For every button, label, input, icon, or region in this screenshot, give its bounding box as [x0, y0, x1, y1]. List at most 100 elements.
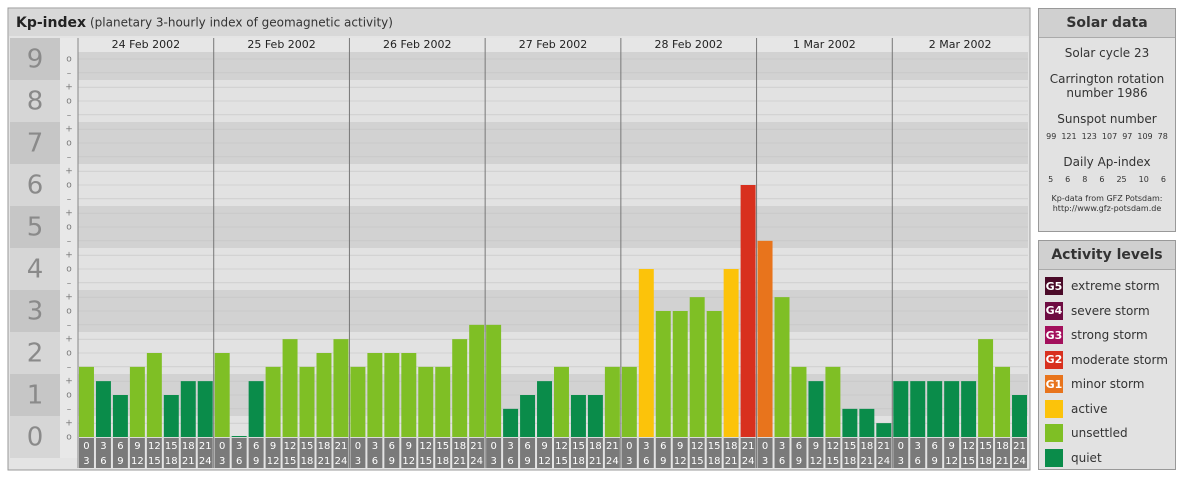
bar [503, 408, 519, 437]
bar [978, 339, 994, 437]
hour-box [978, 438, 994, 468]
hour-label: 15 [979, 441, 992, 452]
level-swatch: G4 [1045, 301, 1063, 320]
bar [876, 423, 892, 437]
hour-label: 3 [915, 441, 921, 452]
bar [927, 381, 943, 437]
day-header [620, 38, 757, 52]
bar [842, 408, 858, 437]
bar [757, 240, 773, 437]
hour-label: 12 [827, 441, 840, 452]
label-band [10, 332, 60, 374]
activity-panel: Activity levels G5 extreme storm G4 severe … [1038, 240, 1176, 470]
hour-label: 6 [236, 456, 242, 467]
bar [537, 381, 552, 437]
hour-label: 0 [898, 441, 904, 452]
minor-tick-label: o [66, 139, 72, 149]
level-row: G3 strong storm [1039, 323, 1175, 348]
bar [604, 366, 620, 437]
hour-label: 18 [453, 441, 466, 452]
hour-label: 12 [674, 456, 687, 467]
hour-label: 0 [83, 441, 89, 452]
y-tick-label: 1 [27, 381, 44, 411]
level-label: severe storm [1071, 303, 1150, 318]
hour-box [384, 438, 400, 468]
minor-tick-label: + [65, 335, 73, 345]
hour-label: 12 [148, 441, 161, 452]
hour-label: 6 [389, 441, 395, 452]
level-row: G5 extreme storm [1039, 274, 1175, 299]
bar [231, 436, 247, 437]
day-header [892, 38, 1028, 52]
bar [825, 366, 841, 437]
hour-box [672, 438, 688, 468]
hour-label: 12 [267, 456, 280, 467]
label-band [10, 416, 60, 458]
hour-label: 12 [691, 441, 704, 452]
hour-label: 21 [877, 441, 890, 452]
hour-label: 6 [779, 456, 785, 467]
minor-tick-label: + [65, 377, 73, 387]
hour-label: 15 [827, 456, 840, 467]
label-band [10, 206, 60, 248]
bar [435, 366, 451, 437]
hour-box [570, 438, 586, 468]
hour-label: 18 [301, 456, 314, 467]
hour-box [367, 438, 383, 468]
hour-label: 12 [284, 441, 297, 452]
hour-label: 3 [762, 456, 768, 467]
sunspot-title: Sunspot number [1057, 112, 1157, 126]
hour-label: 18 [708, 456, 721, 467]
hour-label: 3 [100, 441, 106, 452]
hour-label: 15 [844, 441, 857, 452]
minor-tick-label: o [66, 181, 72, 191]
bar [367, 353, 383, 437]
hour-label: 3 [372, 441, 378, 452]
hour-label: 3 [236, 441, 242, 452]
level-row: G1 minor storm [1039, 372, 1175, 397]
level-label: quiet [1071, 450, 1102, 465]
hour-label: 9 [270, 441, 276, 452]
hour-label: 18 [860, 441, 873, 452]
day-header [349, 38, 486, 52]
sunspot-number: 107 [1101, 132, 1118, 141]
y-tick-label: 2 [27, 339, 44, 369]
ap-number: 8 [1082, 175, 1088, 184]
bar [587, 395, 603, 437]
level-label: strong storm [1071, 328, 1148, 343]
hour-label: 15 [284, 456, 297, 467]
hour-box [316, 438, 332, 468]
minor-tick-label: – [67, 362, 72, 372]
label-band [10, 122, 60, 164]
hour-label: 15 [165, 441, 178, 452]
day-header [485, 38, 621, 52]
carrington: Carrington rotation number 1986 [1049, 72, 1165, 100]
hour-box [587, 438, 603, 468]
hour-label: 21 [335, 441, 348, 452]
hour-box [859, 438, 875, 468]
hour-box [825, 438, 841, 468]
level-row: quiet [1039, 446, 1175, 471]
hour-label: 6 [796, 441, 802, 452]
ap-number: 6 [1099, 175, 1105, 184]
hour-label: 24 [606, 456, 619, 467]
hour-label: 18 [165, 456, 178, 467]
hour-box [146, 438, 162, 468]
level-label: minor storm [1071, 377, 1145, 392]
hour-box [299, 438, 315, 468]
ap-numbers: 5 6 8 6 25 10 6 [1039, 175, 1175, 184]
hour-label: 21 [470, 441, 483, 452]
hour-label: 3 [898, 456, 904, 467]
label-band [10, 164, 60, 206]
minor-tick-label: – [67, 194, 72, 204]
hour-label: 3 [779, 441, 785, 452]
panel-title: Activity levels [1039, 241, 1175, 270]
chart-subtitle: (planetary 3-hourly index of geomagnetic… [90, 16, 393, 30]
minor-tick-label: o [66, 433, 72, 443]
bar [316, 353, 332, 437]
minor-tick-label: + [65, 83, 73, 93]
hour-label: 15 [708, 441, 721, 452]
bar [740, 185, 756, 437]
hour-box [791, 438, 807, 468]
bar [282, 339, 298, 437]
